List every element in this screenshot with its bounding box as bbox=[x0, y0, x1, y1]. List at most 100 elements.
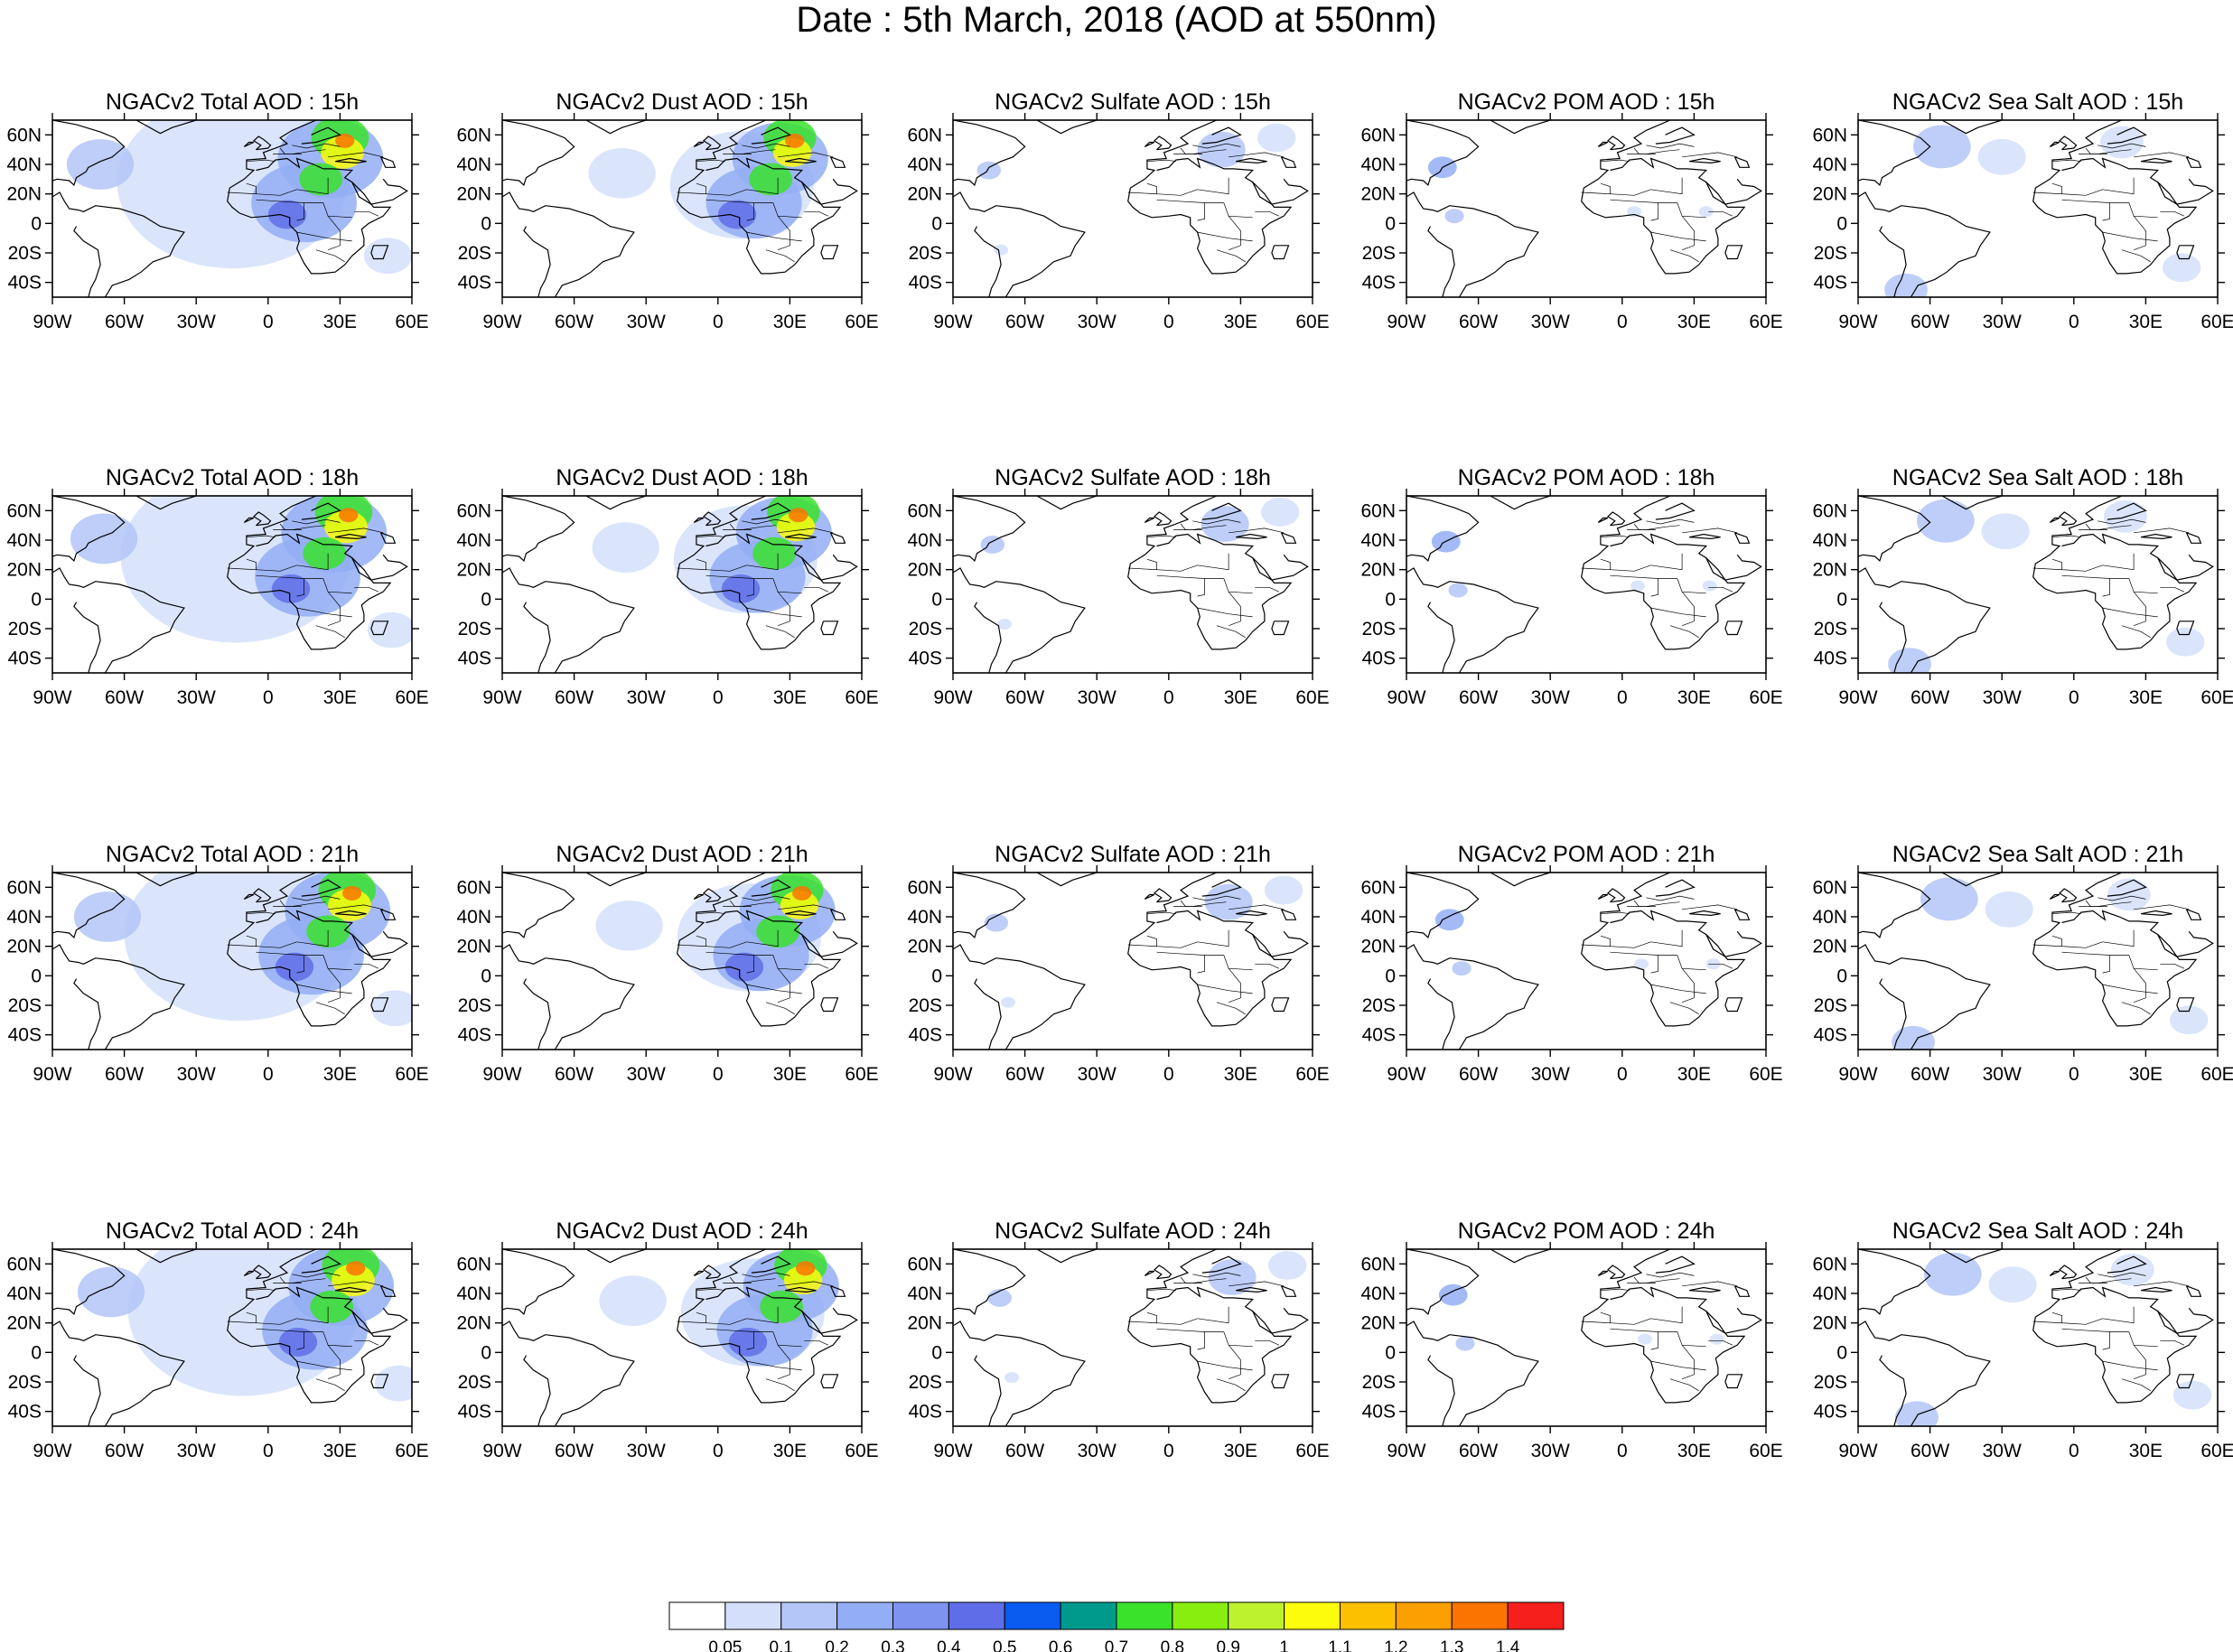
y-tick-label: 40S bbox=[8, 1025, 42, 1046]
coastline bbox=[751, 1255, 791, 1274]
coastline bbox=[1581, 1249, 1746, 1404]
country-border bbox=[1610, 574, 1677, 579]
country-border bbox=[2102, 984, 2158, 994]
country-border bbox=[354, 963, 379, 969]
country-border bbox=[256, 941, 297, 948]
coastline bbox=[2049, 517, 2060, 523]
coastline bbox=[252, 1265, 272, 1280]
coastline bbox=[1406, 1321, 1539, 1426]
aod-blob bbox=[346, 1261, 366, 1276]
panel-title: NGACv2 POM AOD : 24h bbox=[1458, 1218, 1715, 1244]
aod-blob bbox=[1201, 506, 1249, 542]
x-tick-label: 60W bbox=[555, 1064, 593, 1085]
coastline bbox=[2058, 888, 2078, 903]
x-tick-label: 60W bbox=[105, 687, 144, 708]
y-tick-label: 40N bbox=[6, 154, 42, 175]
country-border bbox=[296, 929, 329, 947]
country-border bbox=[696, 1288, 725, 1292]
x-tick-label: 0 bbox=[713, 1441, 724, 1461]
coastline bbox=[334, 533, 367, 540]
x-tick-label: 30E bbox=[323, 687, 357, 708]
x-tick-label: 60E bbox=[1295, 687, 1329, 708]
panel-title: NGACv2 Dust AOD : 21h bbox=[556, 842, 808, 867]
country-border bbox=[328, 527, 384, 534]
y-tick-label: 60N bbox=[6, 877, 42, 898]
map-panel: NGACv2 POM AOD : 15h 90W 60W 30W 0 30E 60E 60N 4… bbox=[1360, 89, 1782, 332]
aod-blob bbox=[1895, 1401, 1939, 1426]
y-tick-label: 40N bbox=[6, 907, 42, 928]
aod-blob bbox=[2172, 1380, 2212, 1410]
x-tick-label: 30E bbox=[1224, 687, 1257, 708]
panel-title: NGACv2 Sulfate AOD : 15h bbox=[995, 89, 1271, 115]
coastlines bbox=[1858, 1249, 2214, 1426]
y-tick-label: 20S bbox=[909, 1372, 942, 1393]
country-border bbox=[1681, 591, 1695, 627]
country-border bbox=[1197, 984, 1253, 994]
y-tick-label: 60N bbox=[456, 500, 491, 521]
aod-blob bbox=[792, 885, 812, 901]
aod-blob bbox=[2165, 627, 2205, 657]
aod-blob bbox=[2107, 878, 2151, 911]
coastline bbox=[693, 1270, 705, 1276]
colorbar-swatch bbox=[1395, 1601, 1453, 1630]
coastline bbox=[974, 978, 1002, 1050]
colorbar-label: 0.8 bbox=[1161, 1638, 1184, 1652]
y-tick-label: 20S bbox=[1814, 995, 1847, 1016]
coastline bbox=[702, 888, 722, 903]
country-border bbox=[1682, 904, 1738, 910]
coastline bbox=[1705, 930, 1762, 957]
coastline bbox=[829, 156, 846, 168]
coastline bbox=[2185, 532, 2202, 544]
coastline bbox=[829, 1285, 846, 1297]
country-border bbox=[1708, 210, 1733, 217]
coastline bbox=[1655, 502, 1696, 520]
coastline bbox=[2176, 245, 2195, 260]
x-tick-label: 30W bbox=[1078, 312, 1116, 332]
map-panel: NGACv2 Dust AOD : 21h 90W 60W 30W 0 30E 60E 60N… bbox=[456, 842, 878, 1085]
coastline bbox=[1581, 873, 1746, 1027]
y-tick-label: 40N bbox=[907, 1283, 942, 1304]
aod-field bbox=[984, 875, 1303, 1008]
y-tick-label: 40S bbox=[458, 649, 491, 669]
coastline bbox=[502, 120, 575, 186]
country-border bbox=[328, 904, 384, 910]
aod-blob bbox=[2110, 1253, 2154, 1286]
country-border bbox=[2085, 147, 2107, 154]
coastline bbox=[2049, 893, 2060, 900]
coastline bbox=[227, 120, 392, 275]
y-tick-label: 20N bbox=[6, 937, 42, 957]
coastline bbox=[1606, 135, 1626, 151]
coastline bbox=[1271, 621, 1290, 636]
x-tick-label: 90W bbox=[933, 687, 972, 708]
aod-blob bbox=[367, 611, 412, 649]
coastline bbox=[1688, 533, 1721, 540]
coastline bbox=[1941, 1249, 2003, 1264]
coastline bbox=[1858, 496, 1931, 562]
coastline bbox=[2107, 1255, 2147, 1274]
coastline bbox=[693, 893, 705, 900]
y-tick-label: 0 bbox=[1385, 213, 1396, 234]
country-border bbox=[296, 984, 352, 994]
coastlines bbox=[502, 1249, 858, 1426]
x-tick-label: 0 bbox=[263, 1441, 274, 1461]
y-tick-label: 40S bbox=[1362, 649, 1396, 669]
y-tick-label: 0 bbox=[481, 589, 491, 610]
x-tick-label: 30W bbox=[1983, 312, 2022, 332]
y-tick-label: 40N bbox=[1360, 530, 1396, 551]
country-border bbox=[256, 574, 323, 579]
coastline bbox=[2185, 909, 2202, 920]
y-tick-label: 20N bbox=[1360, 937, 1396, 957]
country-border bbox=[296, 1306, 329, 1324]
coastline bbox=[252, 135, 272, 151]
country-border bbox=[705, 565, 747, 572]
coastline bbox=[1252, 930, 1309, 957]
coastline bbox=[1427, 978, 1455, 1050]
y-tick-label: 40N bbox=[456, 1283, 491, 1304]
coastline bbox=[1858, 873, 1931, 938]
country-border bbox=[2102, 231, 2158, 242]
aod-blob bbox=[595, 900, 663, 951]
coastline bbox=[370, 997, 389, 1013]
y-tick-label: 40S bbox=[909, 1402, 942, 1423]
country-border bbox=[256, 199, 323, 203]
y-tick-label: 0 bbox=[1836, 1342, 1847, 1363]
